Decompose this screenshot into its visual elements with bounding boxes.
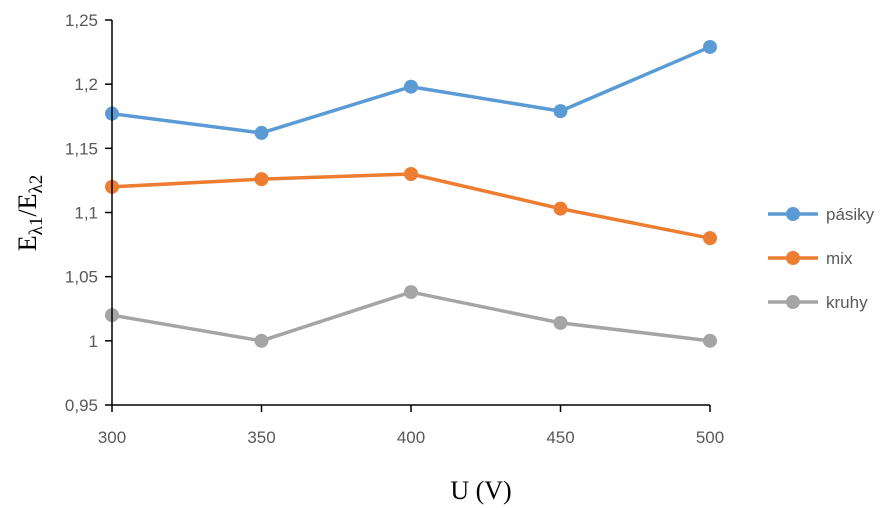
y-axis-title-sep: /E [13,194,42,217]
legend-label: kruhy [826,293,868,312]
data-point [553,315,568,330]
data-point [553,201,568,216]
series-line-2 [111,290,711,343]
x-axis-title: U (V) [450,476,511,505]
legend-swatch-marker [786,251,800,265]
y-tick-label: 1,05 [65,268,98,287]
x-ticks: 300 350 400 450 500 [98,405,724,447]
y-tick-label: 1,15 [65,139,98,158]
x-tick-label: 450 [546,428,574,447]
y-axis-title-sub2: λ2 [26,175,47,194]
x-tick-label: 300 [98,428,126,447]
axes [111,20,710,406]
series-markers [105,39,717,348]
y-tick-label: 1,2 [74,75,98,94]
y-tick-label: 1 [89,332,98,351]
data-point [254,172,269,187]
series-line-1 [111,172,711,240]
y-ticks: 0,95 1 1,05 1,1 1,15 1,2 1,25 [65,11,112,415]
y-axis-title-sub1: λ1 [26,217,47,236]
data-point [703,333,717,348]
data-point [404,79,418,94]
y-tick-label: 1,1 [74,204,98,223]
y-tick-label: 1,25 [65,11,98,30]
data-point [703,39,717,54]
legend: pásiky mix kruhy [768,205,875,312]
legend-swatch-marker [786,295,800,309]
data-point [404,285,418,300]
data-point [404,167,418,181]
legend-label: pásiky [826,205,875,224]
x-tick-label: 500 [696,428,724,447]
y-axis-title-main: E [13,235,42,251]
legend-swatch-marker [786,207,800,221]
data-point [254,125,269,140]
legend-label: mix [826,249,853,268]
y-tick-label: 0,95 [65,396,98,415]
y-axis-title: Eλ1/Eλ2 [13,175,47,251]
x-tick-label: 350 [247,428,275,447]
data-point [553,104,568,119]
x-tick-label: 400 [397,428,425,447]
data-point [254,333,269,348]
data-point [703,231,717,246]
